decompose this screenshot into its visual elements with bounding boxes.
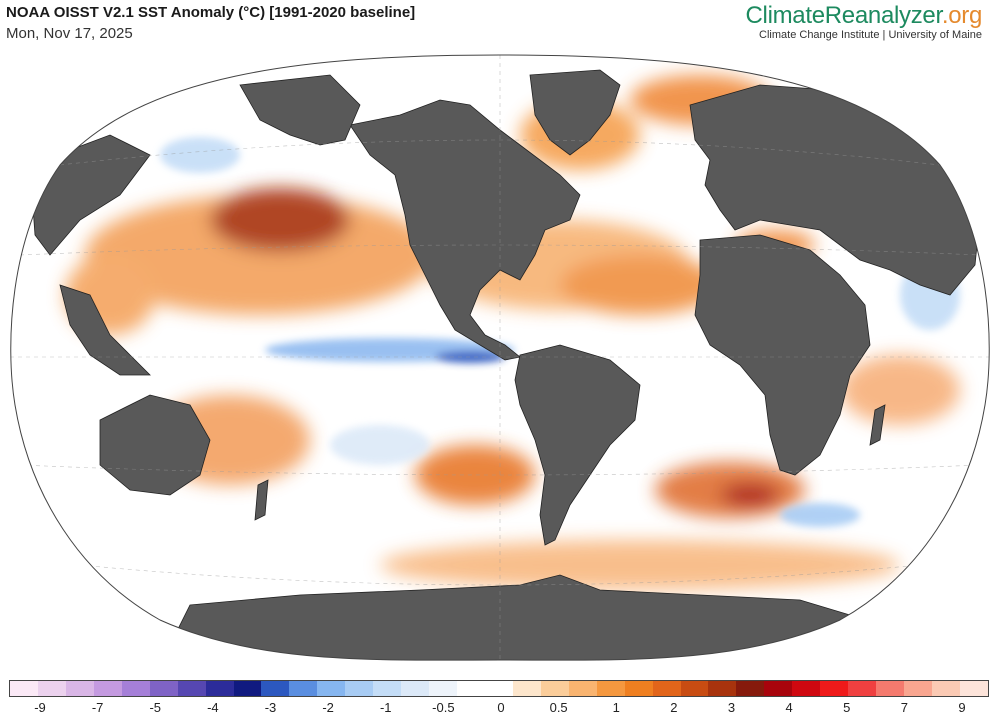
legend-swatch xyxy=(624,681,653,696)
brand-name-suffix: .org xyxy=(941,2,982,29)
north-pacific-hot-anomaly xyxy=(210,188,350,252)
legend-tick-label: 0 xyxy=(497,700,505,715)
legend-swatch xyxy=(931,681,960,696)
land-africa xyxy=(694,234,871,476)
sst-anomaly-map xyxy=(10,54,990,661)
color-scale-bar xyxy=(9,680,989,697)
legend-swatch xyxy=(540,681,569,696)
legend-tick-label: -7 xyxy=(91,700,104,715)
southern-ocean-warm-band xyxy=(380,540,900,590)
legend-swatch xyxy=(904,681,932,696)
legend-swatch xyxy=(149,681,178,696)
legend-swatch xyxy=(876,681,904,696)
indian-ocean-warm-anomaly xyxy=(840,355,960,425)
legend-swatch xyxy=(652,681,681,696)
legend-swatch xyxy=(261,681,290,696)
legend-swatch xyxy=(736,681,765,696)
legend-swatch xyxy=(429,681,457,696)
land-alaska xyxy=(239,74,361,146)
south-atlantic-hot-anomaly xyxy=(720,483,780,507)
legend-tick-label: -4 xyxy=(207,700,219,715)
legend-swatch xyxy=(121,681,150,696)
legend-tick-label: 7 xyxy=(900,700,908,715)
legend-swatch xyxy=(484,681,513,696)
legend-tick-label: 3 xyxy=(727,700,736,715)
legend-swatch xyxy=(848,681,877,696)
color-scale-ticks: -9 -7 -5 -4 -3 -2 -1 -0.5 0 0.5 1 2 3 4 5 7 9 xyxy=(0,700,1000,718)
graticule-lat-60s xyxy=(79,564,921,586)
map-date: Mon, Nov 17, 2025 xyxy=(6,25,133,42)
land-australia xyxy=(99,394,211,496)
map-title: NOAA OISST V2.1 SST Anomaly (°C) [1991-2… xyxy=(6,4,416,21)
legend-swatch xyxy=(820,681,849,696)
legend-swatch xyxy=(680,681,709,696)
brand-subtitle: Climate Change Institute | University of… xyxy=(759,29,982,41)
legend-swatch xyxy=(37,681,66,696)
south-pacific-cool-anomaly xyxy=(330,425,430,465)
legend-swatch xyxy=(708,681,737,696)
legend-swatch xyxy=(457,681,485,696)
legend-tick-label: -9 xyxy=(34,700,46,715)
legend-swatch xyxy=(764,681,793,696)
legend-swatch xyxy=(233,681,262,696)
legend-tick-label: 5 xyxy=(843,700,851,715)
land-greenland xyxy=(529,69,621,156)
legend-swatch xyxy=(65,681,94,696)
legend-swatch xyxy=(345,681,374,696)
legend-tick-label: 2 xyxy=(670,700,678,715)
legend-tick-label: -2 xyxy=(322,700,334,715)
legend-swatch xyxy=(596,681,625,696)
legend-tick-label: 9 xyxy=(958,700,966,715)
legend-swatch xyxy=(568,681,597,696)
land-madagascar xyxy=(869,404,886,446)
legend-tick-label: -5 xyxy=(149,700,162,715)
brand-block: ClimateReanalyzer.org Climate Change Ins… xyxy=(745,2,983,41)
agulhas-cool-anomaly xyxy=(780,503,860,527)
globe-outline xyxy=(10,54,990,661)
legend-swatch xyxy=(401,681,430,696)
legend-tick-label: -1 xyxy=(379,700,392,715)
south-pacific-warm-anomaly xyxy=(415,445,535,505)
legend-tick-label: 0.5 xyxy=(549,700,568,715)
legend-swatch xyxy=(317,681,346,696)
land-new-zealand xyxy=(254,479,269,521)
legend-swatch xyxy=(512,681,541,696)
legend-swatch xyxy=(792,681,821,696)
legend-tick-label: -0.5 xyxy=(432,700,455,715)
land-south-america xyxy=(514,344,641,546)
graticule xyxy=(10,55,990,660)
legend-tick-label: 4 xyxy=(785,700,793,715)
globe xyxy=(10,55,990,661)
north-atlantic-core-anomaly xyxy=(560,255,720,315)
legend-swatch xyxy=(289,681,318,696)
legend-swatch xyxy=(10,681,38,696)
legend-swatch xyxy=(177,681,206,696)
graticule-lat-60n xyxy=(59,139,941,166)
legend-tick-label: 1 xyxy=(612,700,620,715)
legend-swatch xyxy=(959,681,988,696)
land-north-america xyxy=(349,99,581,361)
legend-tick-label: -3 xyxy=(264,700,277,715)
legend-swatch xyxy=(93,681,122,696)
nino-region-cold-core xyxy=(435,351,505,363)
legend-swatch xyxy=(205,681,234,696)
brand-logo[interactable]: ClimateReanalyzer.org xyxy=(745,2,983,30)
land-southeast-asia xyxy=(59,284,151,376)
brand-name-main: ClimateReanalyzer xyxy=(745,2,943,29)
graticule-lat-30n xyxy=(19,244,981,256)
legend-swatch xyxy=(373,681,402,696)
bering-cool-anomaly xyxy=(160,137,240,173)
